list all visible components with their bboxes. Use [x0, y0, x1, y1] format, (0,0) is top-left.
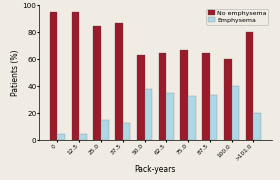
- Bar: [159, 53, 166, 140]
- Bar: [101, 120, 109, 140]
- Bar: [246, 32, 253, 140]
- X-axis label: Pack-years: Pack-years: [135, 165, 176, 174]
- Bar: [115, 23, 123, 140]
- Bar: [232, 86, 239, 140]
- Bar: [79, 134, 87, 140]
- Bar: [50, 12, 57, 140]
- Bar: [210, 94, 218, 140]
- Bar: [224, 59, 232, 140]
- Bar: [123, 123, 130, 140]
- Bar: [188, 96, 196, 140]
- Bar: [166, 93, 174, 140]
- Bar: [57, 134, 65, 140]
- Y-axis label: Patients (%): Patients (%): [11, 50, 20, 96]
- Bar: [253, 113, 261, 140]
- Bar: [202, 53, 210, 140]
- Bar: [93, 26, 101, 140]
- Bar: [180, 50, 188, 140]
- Legend: No emphysema, Emphysema: No emphysema, Emphysema: [206, 8, 269, 25]
- Bar: [72, 12, 79, 140]
- Bar: [137, 55, 144, 140]
- Bar: [144, 89, 152, 140]
